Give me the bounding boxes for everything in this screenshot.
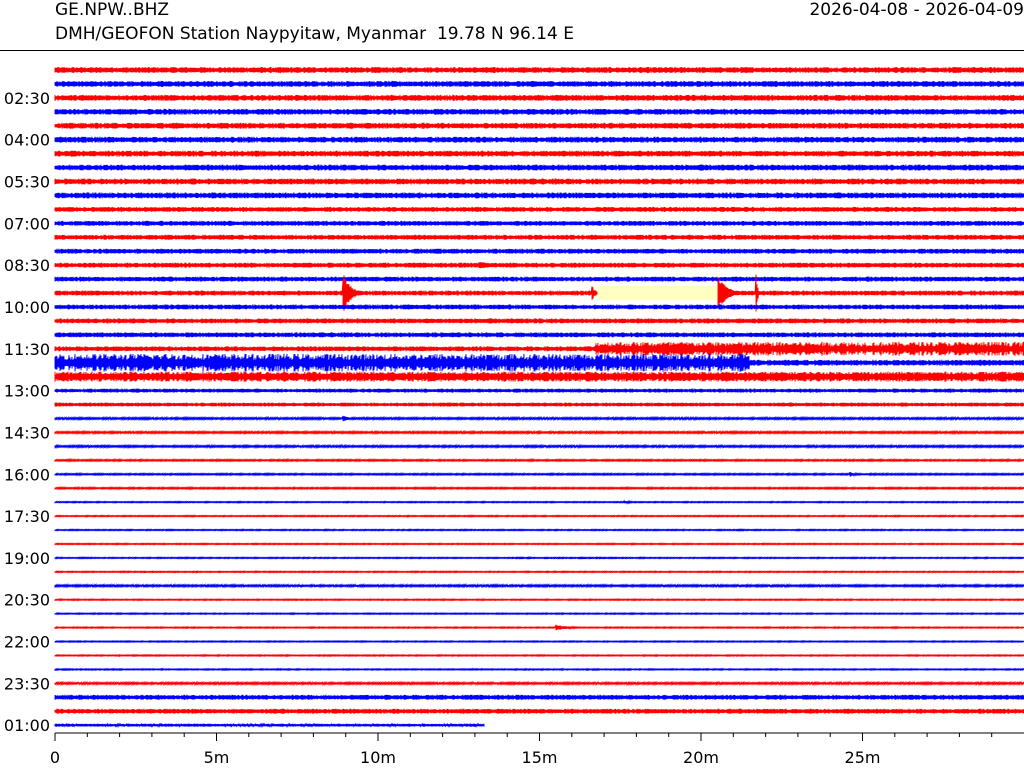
trace-32 bbox=[54, 514, 1024, 518]
trace-26 bbox=[54, 429, 1024, 436]
row-label: 23:30 bbox=[4, 674, 50, 693]
trace-2 bbox=[54, 94, 1024, 101]
trace-9 bbox=[54, 192, 1024, 199]
trace-21 bbox=[54, 353, 1024, 372]
trace-41 bbox=[54, 639, 1024, 644]
x-tick-label: 0 bbox=[50, 748, 60, 767]
row-label: 19:00 bbox=[4, 549, 50, 568]
trace-46 bbox=[54, 708, 1024, 714]
trace-42 bbox=[54, 653, 1024, 658]
trace-35 bbox=[54, 556, 1024, 560]
trace-14 bbox=[54, 262, 1024, 269]
trace-43 bbox=[54, 667, 1024, 672]
x-tick-label: 25m bbox=[845, 748, 881, 767]
row-label: 13:00 bbox=[4, 382, 50, 401]
trace-0 bbox=[54, 66, 1024, 74]
trace-28 bbox=[54, 457, 1024, 463]
row-label: 10:00 bbox=[4, 298, 50, 317]
trace-13 bbox=[54, 248, 1024, 254]
trace-18 bbox=[54, 318, 1024, 324]
row-label: 11:30 bbox=[4, 340, 50, 359]
header-rule bbox=[0, 50, 1024, 51]
date-range: 2026-04-08 - 2026-04-09 bbox=[809, 0, 1024, 20]
trace-10 bbox=[54, 206, 1024, 213]
trace-17 bbox=[54, 304, 1024, 310]
trace-5 bbox=[54, 136, 1024, 143]
trace-8 bbox=[54, 178, 1024, 185]
trace-23 bbox=[54, 388, 1024, 393]
row-label: 02:30 bbox=[4, 89, 50, 108]
trace-19 bbox=[54, 332, 1024, 338]
trace-39 bbox=[54, 611, 1024, 616]
trace-33 bbox=[54, 528, 1024, 532]
x-tick-label: 20m bbox=[683, 748, 719, 767]
trace-29 bbox=[54, 471, 1024, 477]
trace-7 bbox=[54, 164, 1024, 171]
trace-15 bbox=[54, 276, 1024, 282]
trace-45 bbox=[54, 694, 1024, 700]
trace-1 bbox=[54, 80, 1024, 87]
row-label: 17:30 bbox=[4, 507, 50, 526]
trace-27 bbox=[54, 443, 1024, 450]
row-label: 22:00 bbox=[4, 633, 50, 652]
trace-12 bbox=[54, 234, 1024, 240]
trace-38 bbox=[54, 597, 1024, 602]
x-tick-label: 15m bbox=[522, 748, 558, 767]
row-label: 16:00 bbox=[4, 465, 50, 484]
row-label: 01:00 bbox=[4, 716, 50, 735]
trace-22 bbox=[54, 371, 1024, 382]
row-label: 20:30 bbox=[4, 591, 50, 610]
trace-30 bbox=[54, 485, 1024, 491]
row-label: 08:30 bbox=[4, 256, 50, 275]
station-code: GE.NPW..BHZ bbox=[55, 0, 170, 20]
row-label: 07:00 bbox=[4, 214, 50, 233]
trace-36 bbox=[54, 569, 1024, 574]
data-gap-highlight bbox=[597, 286, 718, 301]
row-label: 04:00 bbox=[4, 131, 50, 150]
x-tick-label: 5m bbox=[204, 748, 230, 767]
row-label: 14:30 bbox=[4, 423, 50, 442]
trace-3 bbox=[54, 108, 1024, 115]
trace-44 bbox=[54, 680, 1024, 687]
trace-6 bbox=[54, 150, 1024, 157]
station-description: DMH/GEOFON Station Naypyitaw, Myanmar 19… bbox=[55, 24, 574, 44]
trace-16 bbox=[54, 274, 1024, 312]
trace-4 bbox=[54, 122, 1024, 129]
trace-25 bbox=[54, 415, 1024, 422]
trace-34 bbox=[54, 542, 1024, 546]
trace-20 bbox=[54, 341, 1024, 356]
trace-24 bbox=[54, 402, 1024, 407]
trace-47 bbox=[54, 722, 485, 728]
trace-37 bbox=[54, 583, 1024, 589]
trace-11 bbox=[54, 220, 1024, 226]
trace-40 bbox=[54, 624, 1024, 631]
row-label: 05:30 bbox=[4, 173, 50, 192]
x-tick-label: 10m bbox=[360, 748, 396, 767]
trace-31 bbox=[54, 499, 1024, 505]
